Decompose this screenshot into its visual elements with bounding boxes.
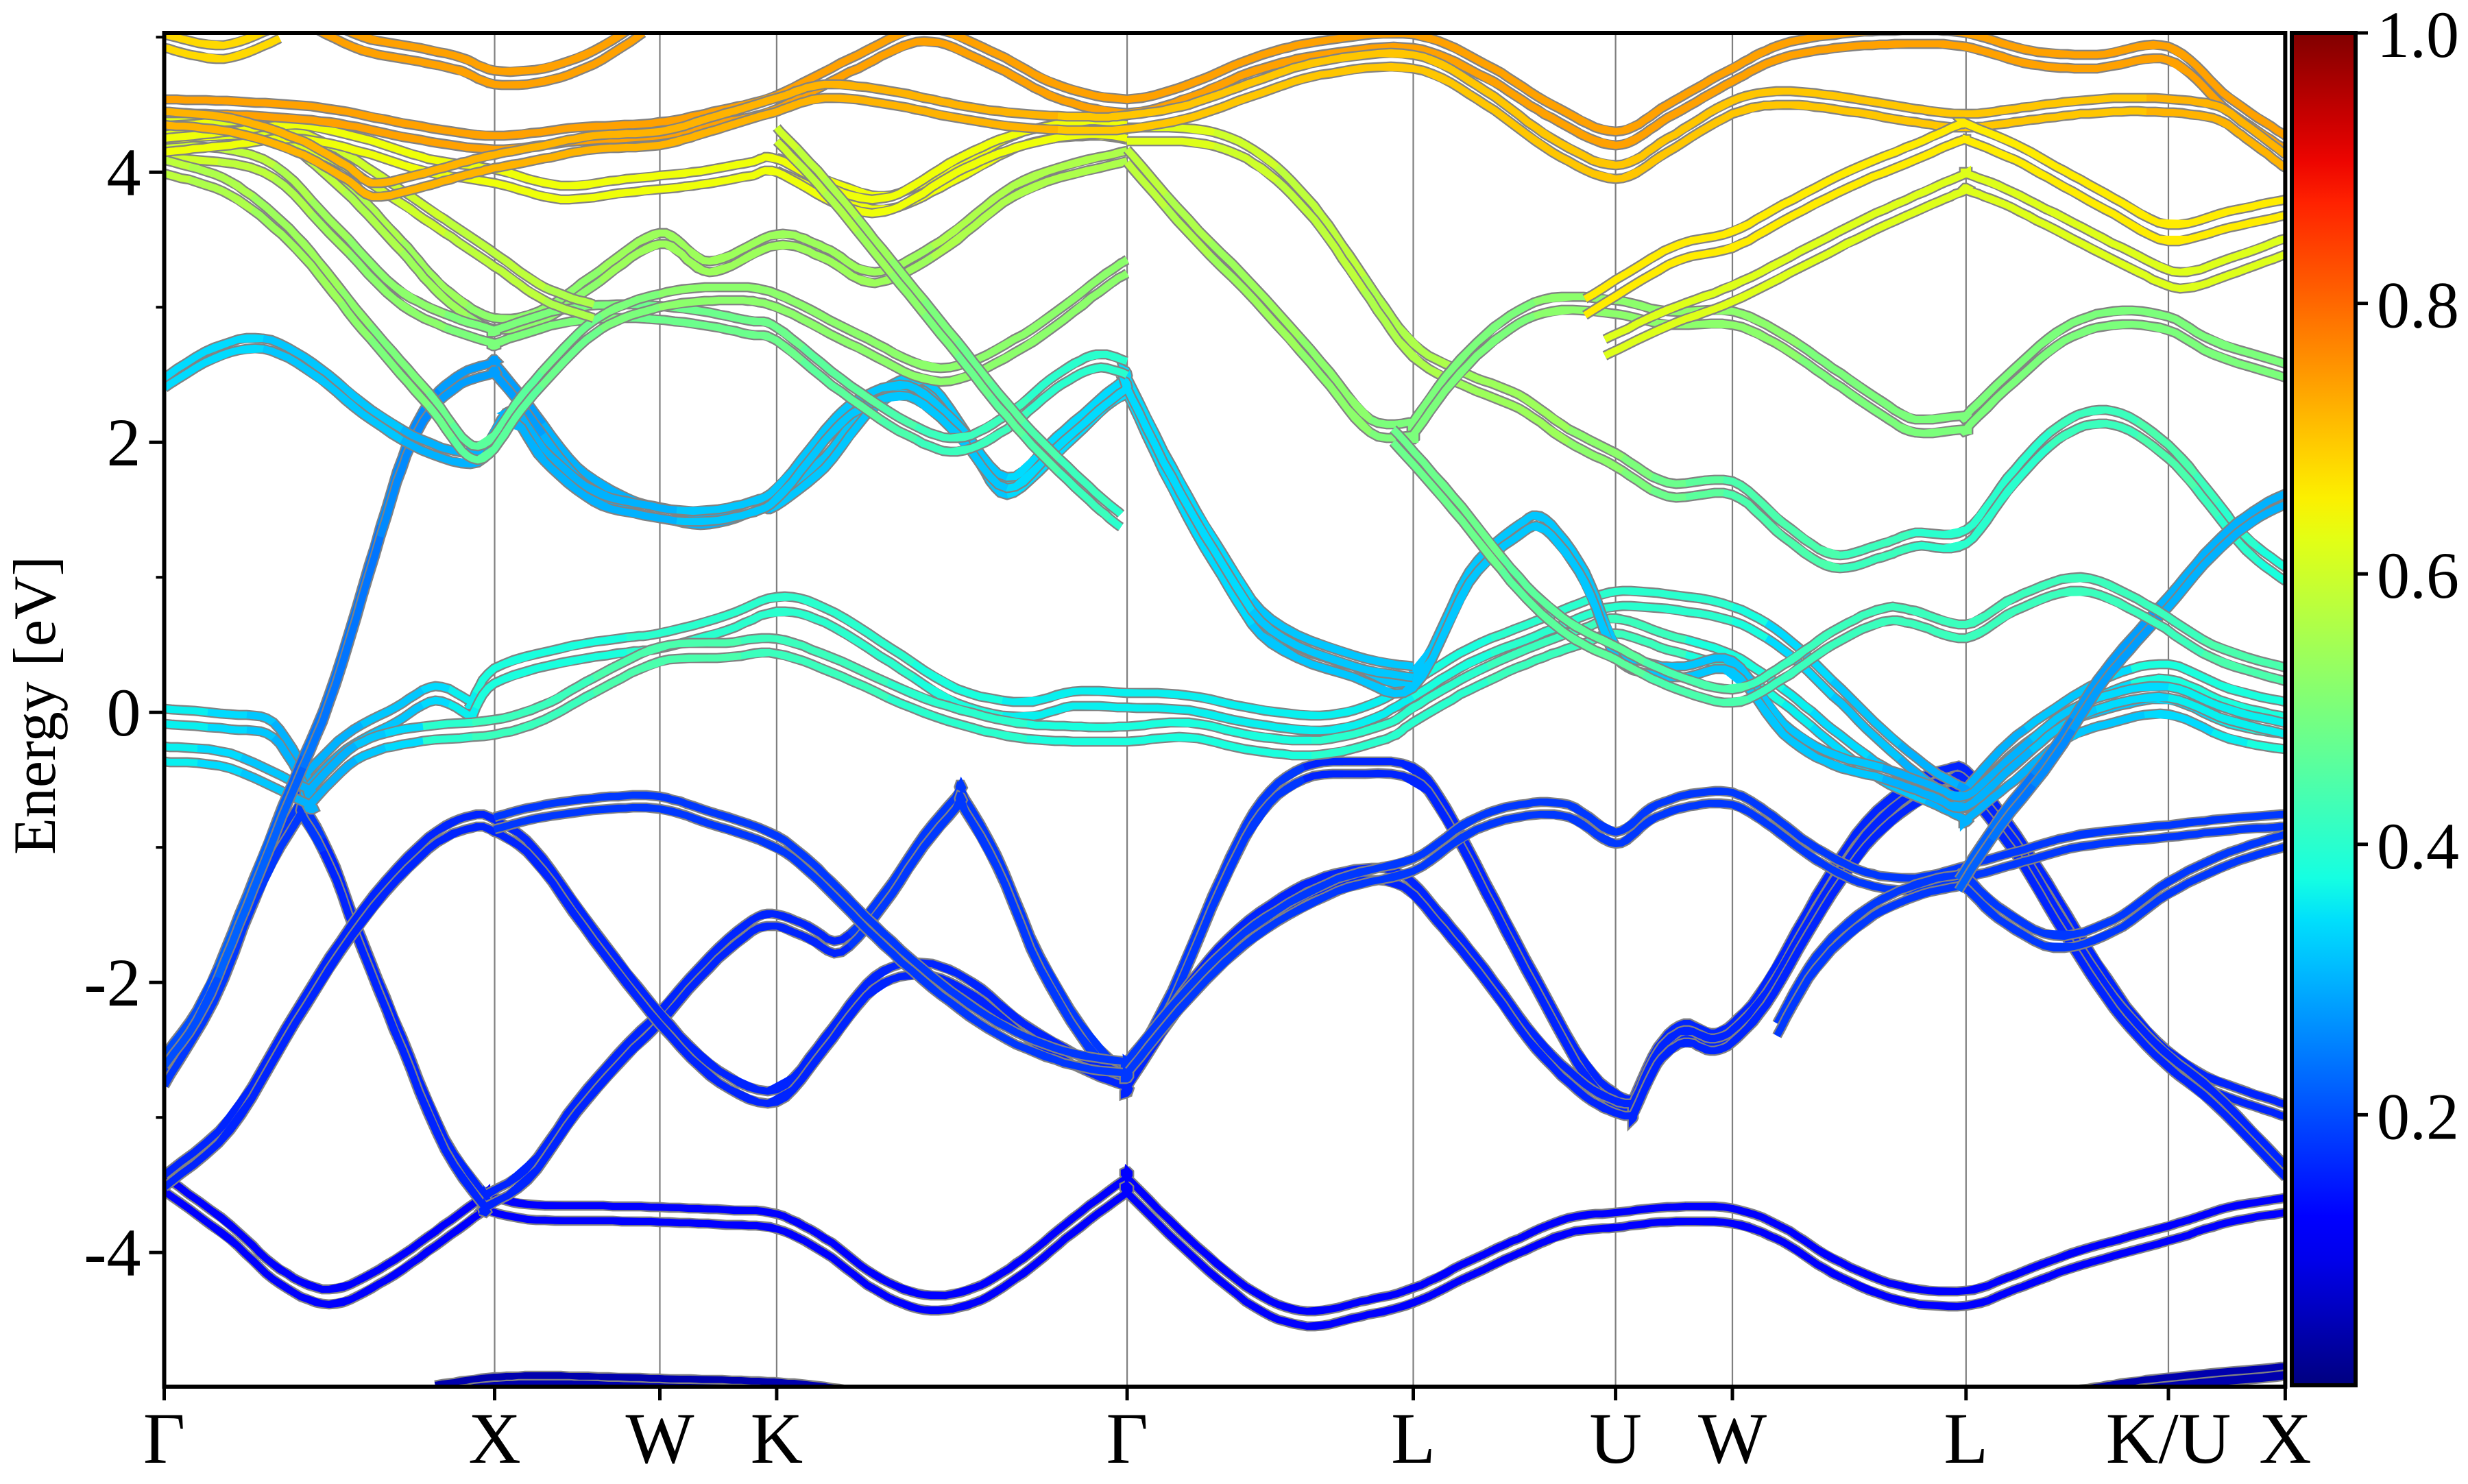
svg-text:0.4: 0.4 [2377,810,2459,883]
svg-text:K/U: K/U [2106,1398,2231,1479]
svg-text:-2: -2 [84,945,141,1021]
svg-text:Γ: Γ [1106,1398,1148,1479]
svg-text:0.6: 0.6 [2377,539,2459,612]
svg-text:L: L [1391,1398,1436,1479]
svg-text:W: W [1698,1398,1767,1479]
svg-text:0.2: 0.2 [2377,1080,2459,1153]
svg-text:2: 2 [107,404,141,481]
svg-text:0: 0 [107,674,141,751]
svg-text:K: K [751,1398,803,1479]
svg-text:L: L [1944,1398,1988,1479]
svg-text:4: 4 [107,134,141,210]
svg-text:-4: -4 [84,1215,141,1291]
svg-text:Γ: Γ [143,1398,185,1479]
svg-text:X: X [2259,1398,2312,1479]
svg-text:X: X [468,1398,521,1479]
svg-text:1.0: 1.0 [2377,0,2459,71]
svg-text:W: W [625,1398,694,1479]
svg-text:U: U [1589,1398,1642,1479]
svg-text:0.8: 0.8 [2377,269,2459,342]
svg-text:Energy [eV]: Energy [eV] [2,556,69,855]
